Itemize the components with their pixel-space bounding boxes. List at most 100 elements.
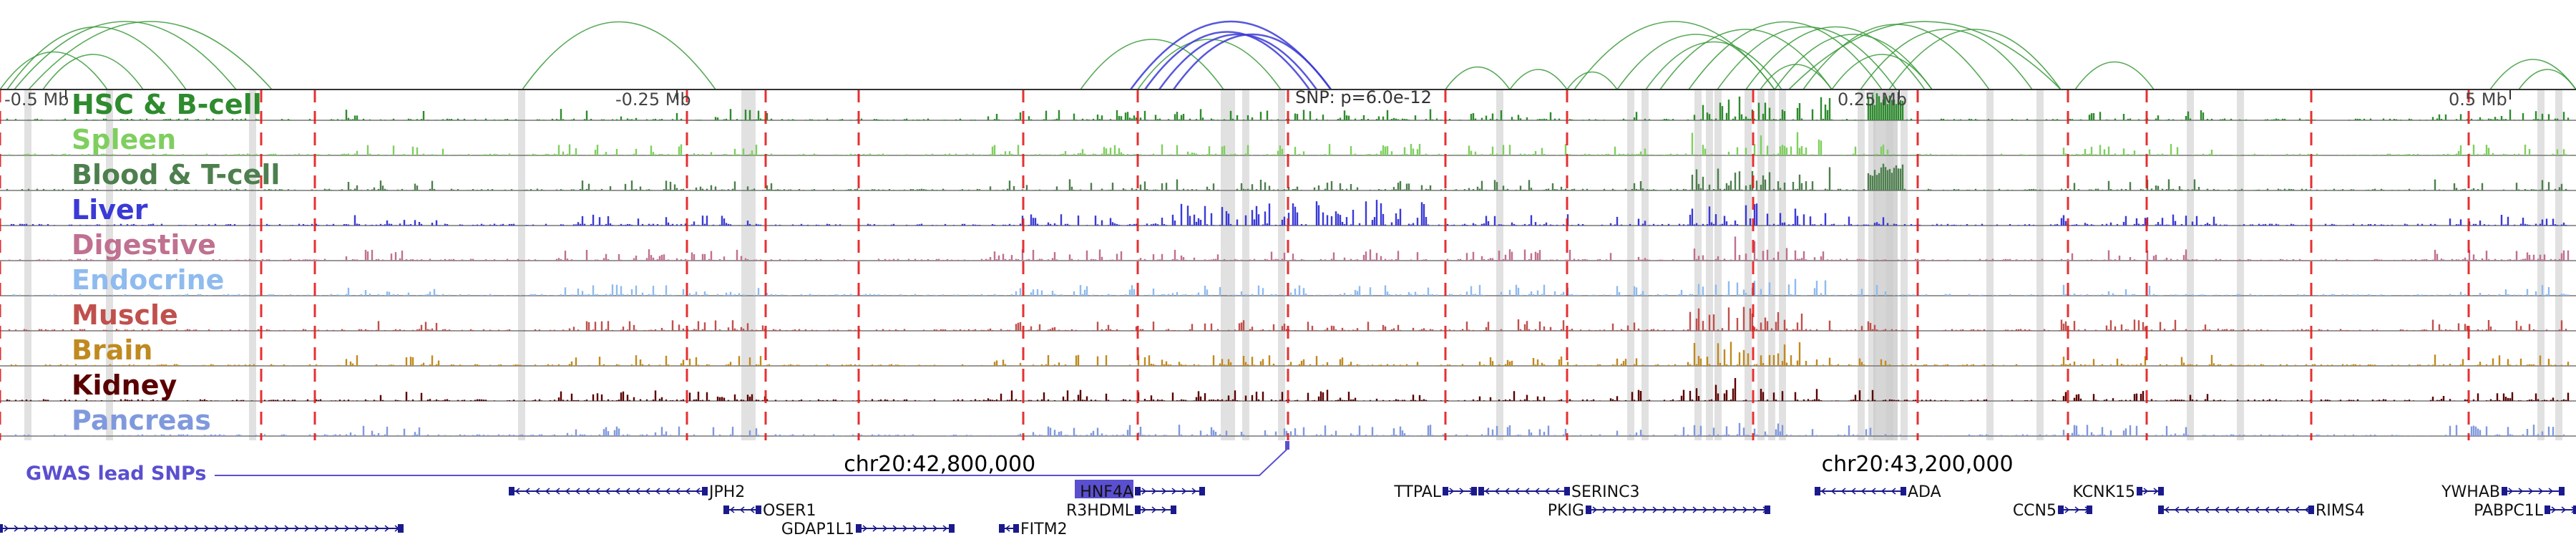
strand-arrow (1890, 488, 1896, 495)
gene-rims4[interactable]: RIMS4 (2158, 502, 2365, 520)
gwas-snp-marker (1285, 441, 1289, 450)
strand-arrow (2294, 506, 2300, 513)
strand-arrow (1652, 506, 1658, 513)
highlight-band (1779, 90, 1786, 440)
gene-label: PKIG (1548, 502, 1584, 520)
gene-exon (1135, 505, 1141, 514)
strand-arrow (1850, 488, 1856, 495)
gene-label: FITM2 (1020, 521, 1068, 537)
gene-exon (1171, 505, 1176, 514)
strand-arrow (224, 525, 230, 532)
strand-arrow (2224, 506, 2230, 513)
gene-pkig[interactable]: PKIG (1548, 502, 1770, 520)
strand-arrow (1752, 506, 1758, 513)
strand-arrow (655, 488, 660, 495)
gene-ccn5[interactable]: CCN5 (2013, 502, 2092, 520)
gene-label: HNF4A (1080, 483, 1133, 501)
strand-arrow (164, 525, 170, 532)
track-brain (0, 342, 2576, 367)
peak-highlight-bands (24, 90, 2562, 440)
gene-pabpc1l[interactable]: PABPC1L (2474, 502, 2576, 520)
strand-arrow (645, 488, 650, 495)
strand-arrow (1449, 488, 1455, 495)
strand-arrow (1534, 488, 1540, 495)
highlight-band (249, 90, 256, 440)
gene-serinc3[interactable]: SERINC3 (1478, 483, 1639, 501)
position-axis: -0.5 Mb -0.25 Mb 0.25 Mb 0.5 Mb (0, 89, 2576, 110)
gene-ywhab[interactable]: YWHAB (2441, 483, 2565, 501)
gene-oser1[interactable]: OSER1 (723, 502, 816, 520)
strand-arrow (184, 525, 190, 532)
strand-arrow (1484, 488, 1490, 495)
highlight-band (24, 90, 31, 440)
gene-label: PABPC1L (2474, 502, 2544, 520)
strand-arrow (1171, 488, 1177, 495)
highlight-band (1496, 90, 1503, 440)
gene-ada[interactable]: ADA (1815, 483, 1941, 501)
strand-arrow (264, 525, 270, 532)
coordinate-label: chr20:43,200,000 (1822, 452, 2014, 477)
strand-arrow (595, 488, 600, 495)
strand-arrow (535, 488, 540, 495)
highlight-band (518, 90, 525, 440)
gene-jph2[interactable]: JPH2 (509, 483, 745, 501)
strand-arrow (2244, 506, 2250, 513)
gene-gdap1l1[interactable]: GDAP1L1 (781, 521, 955, 537)
track-label: Digestive (72, 229, 216, 261)
highlight-band (106, 90, 113, 440)
gene-fitm2[interactable]: FITM2 (999, 521, 1068, 537)
track-signal (6, 236, 2570, 261)
strand-arrow (605, 488, 610, 495)
loop-arc (14, 21, 237, 90)
strand-arrow (545, 488, 550, 495)
strand-arrow (134, 525, 140, 532)
strand-arrow (314, 525, 320, 532)
strand-arrow (1494, 488, 1500, 495)
highlight-band (741, 90, 748, 440)
highlight-band (2537, 90, 2545, 440)
strand-arrow (2204, 506, 2210, 513)
axis-tick-label: 0.25 Mb (1838, 90, 1907, 110)
loop-arc (1566, 71, 1618, 90)
strand-arrow (575, 488, 580, 495)
loop-arc (0, 51, 108, 90)
gene-kcnk15[interactable]: KCNK15 (2073, 483, 2164, 501)
strand-arrow (1141, 506, 1147, 513)
gene-hnf4a[interactable]: HNF4A (1075, 480, 1205, 501)
gene-exon (999, 524, 1005, 533)
gene-label: OSER1 (763, 502, 816, 520)
strand-arrow (665, 488, 670, 495)
strand-arrow (254, 525, 260, 532)
gene-exon (509, 487, 514, 495)
loop-arc (1616, 34, 1775, 90)
strand-arrow (862, 525, 868, 532)
strand-arrow (625, 488, 630, 495)
strand-arrow (2074, 506, 2080, 513)
strand-arrow (1632, 506, 1638, 513)
loop-arc (1745, 26, 1926, 90)
loop-arc (1774, 34, 1933, 90)
gene-exon (2087, 505, 2092, 514)
gene-ttpal[interactable]: TTPAL (1393, 483, 1477, 501)
loop-arc (1860, 29, 2033, 90)
loop-arc (6, 26, 187, 90)
highlight-band (1768, 90, 1775, 440)
highlight-band (1858, 90, 1865, 440)
loop-arc (2518, 69, 2576, 90)
highlight-band (1221, 90, 1228, 440)
strand-arrow (54, 525, 59, 532)
strand-arrow (1742, 506, 1748, 513)
strand-arrow (2528, 488, 2534, 495)
chromatin-loop-arcs (0, 20, 2576, 90)
strand-arrow (902, 525, 908, 532)
strand-arrow (2284, 506, 2290, 513)
gene-label: CCN5 (2013, 502, 2057, 520)
strand-arrow (1141, 488, 1147, 495)
strand-arrow (1459, 488, 1465, 495)
strand-arrow (2561, 506, 2567, 513)
strand-arrow (154, 525, 160, 532)
gene-r3hdml[interactable]: R3HDML (1066, 502, 1176, 520)
strand-arrow (24, 525, 29, 532)
strand-arrow (1544, 488, 1550, 495)
